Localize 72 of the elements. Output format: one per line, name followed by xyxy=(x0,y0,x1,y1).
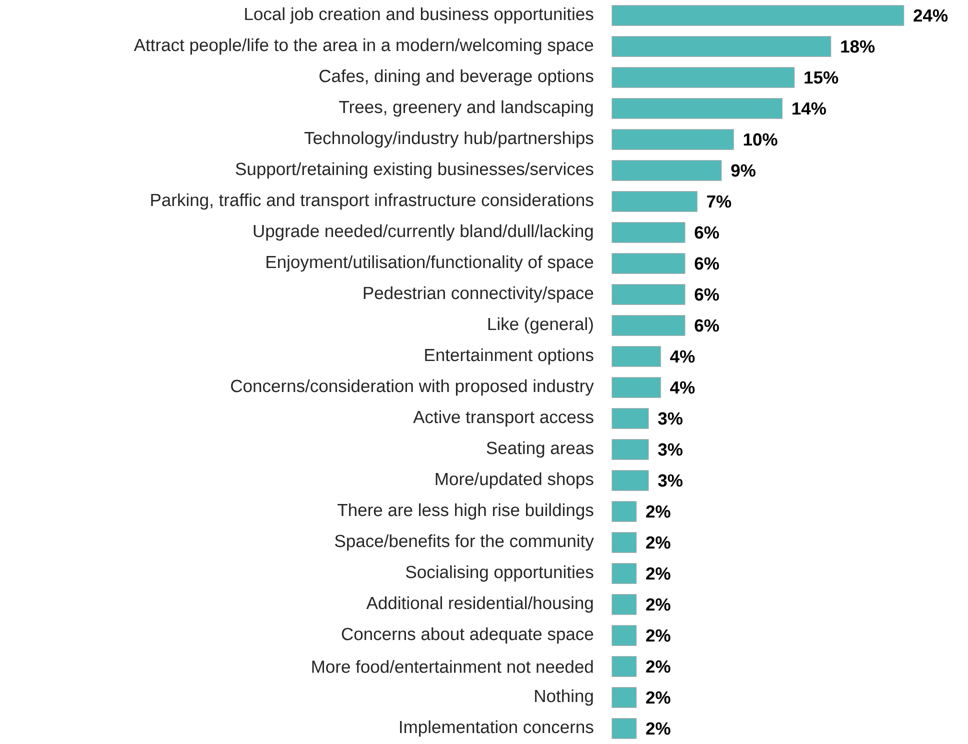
bar xyxy=(612,532,637,553)
y-tick-label: Nothing xyxy=(535,689,593,706)
data-label: 14% xyxy=(792,102,826,115)
y-tick-label: Trees, greenery and landscaping xyxy=(339,100,593,117)
y-tick-label: Additional residential/housing xyxy=(366,596,593,613)
data-label: 2% xyxy=(646,691,670,704)
y-tick-label: Like (general) xyxy=(488,317,593,334)
data-label: 3% xyxy=(658,474,682,487)
y-tick-label: Active transport access xyxy=(413,410,594,427)
y-tick-label: There are less high rise buildings xyxy=(338,503,594,520)
bar xyxy=(612,377,661,398)
y-tick-label: Technology/industry hub/partnerships xyxy=(304,131,594,148)
bar xyxy=(612,36,832,57)
bar xyxy=(612,439,649,460)
y-tick-label: Local job creation and business opportunities xyxy=(245,7,594,24)
data-label: 6% xyxy=(694,319,719,332)
data-label: 18% xyxy=(841,40,875,53)
data-label: 3% xyxy=(658,443,682,456)
y-tick-label: Enjoyment/utilisation/functionality of space xyxy=(266,255,594,272)
bar xyxy=(612,67,795,88)
y-tick-label: More food/entertainment not needed xyxy=(312,660,593,673)
data-label: 2% xyxy=(646,660,670,673)
bar xyxy=(612,129,734,150)
data-label: 7% xyxy=(707,195,732,208)
y-tick-label: Concerns about adequate space xyxy=(342,627,594,644)
data-label: 2% xyxy=(646,722,670,735)
y-tick-label: Seating areas xyxy=(486,441,594,458)
bar xyxy=(612,501,637,522)
data-label: 4% xyxy=(670,381,695,394)
y-tick-label: Socialising opportunities xyxy=(406,565,594,582)
y-tick-label: Space/benefits for the community xyxy=(335,534,594,551)
bar xyxy=(612,346,661,367)
bar xyxy=(612,222,686,243)
data-label: 2% xyxy=(646,629,670,642)
data-label: 2% xyxy=(646,505,670,518)
bar xyxy=(612,625,637,646)
y-tick-label: Cafes, dining and beverage options xyxy=(320,69,594,86)
data-label: 10% xyxy=(744,133,778,146)
y-tick-label: Attract people/life to the area in a modern/welcoming space xyxy=(134,38,594,55)
bar xyxy=(612,656,637,677)
bar xyxy=(612,687,637,708)
bar xyxy=(612,5,904,26)
data-label: 2% xyxy=(646,567,670,580)
y-tick-label: Support/retaining existing businesses/services xyxy=(236,162,594,179)
data-label: 24% xyxy=(914,9,948,22)
bar xyxy=(612,253,686,274)
y-tick-label: More/updated shops xyxy=(436,472,594,489)
y-tick-label: Upgrade needed/currently bland/dull/lacking xyxy=(254,224,593,241)
data-label: 9% xyxy=(731,164,756,177)
bar xyxy=(612,408,649,429)
data-label: 4% xyxy=(670,350,695,363)
bar xyxy=(612,315,686,336)
data-label: 6% xyxy=(694,257,719,270)
bar xyxy=(612,284,686,305)
data-label: 2% xyxy=(646,598,670,611)
data-label: 15% xyxy=(804,71,838,84)
data-label: 6% xyxy=(694,288,719,301)
data-label: 3% xyxy=(658,412,682,425)
bar xyxy=(612,98,783,119)
data-label: 2% xyxy=(646,536,670,549)
bar xyxy=(612,718,637,739)
y-tick-label: Implementation concerns xyxy=(400,720,594,737)
bar xyxy=(612,470,649,491)
y-tick-label: Concerns/consideration with proposed industry xyxy=(231,379,594,396)
bar xyxy=(612,563,637,584)
data-label: 6% xyxy=(694,226,719,239)
bar xyxy=(612,594,637,615)
bar xyxy=(612,160,722,181)
y-tick-label: Pedestrian connectivity/space xyxy=(364,286,594,303)
bar xyxy=(612,191,698,212)
y-tick-label: Entertainment options xyxy=(425,348,594,365)
y-tick-label: Parking, traffic and transport infrastructure considerations xyxy=(151,193,594,210)
